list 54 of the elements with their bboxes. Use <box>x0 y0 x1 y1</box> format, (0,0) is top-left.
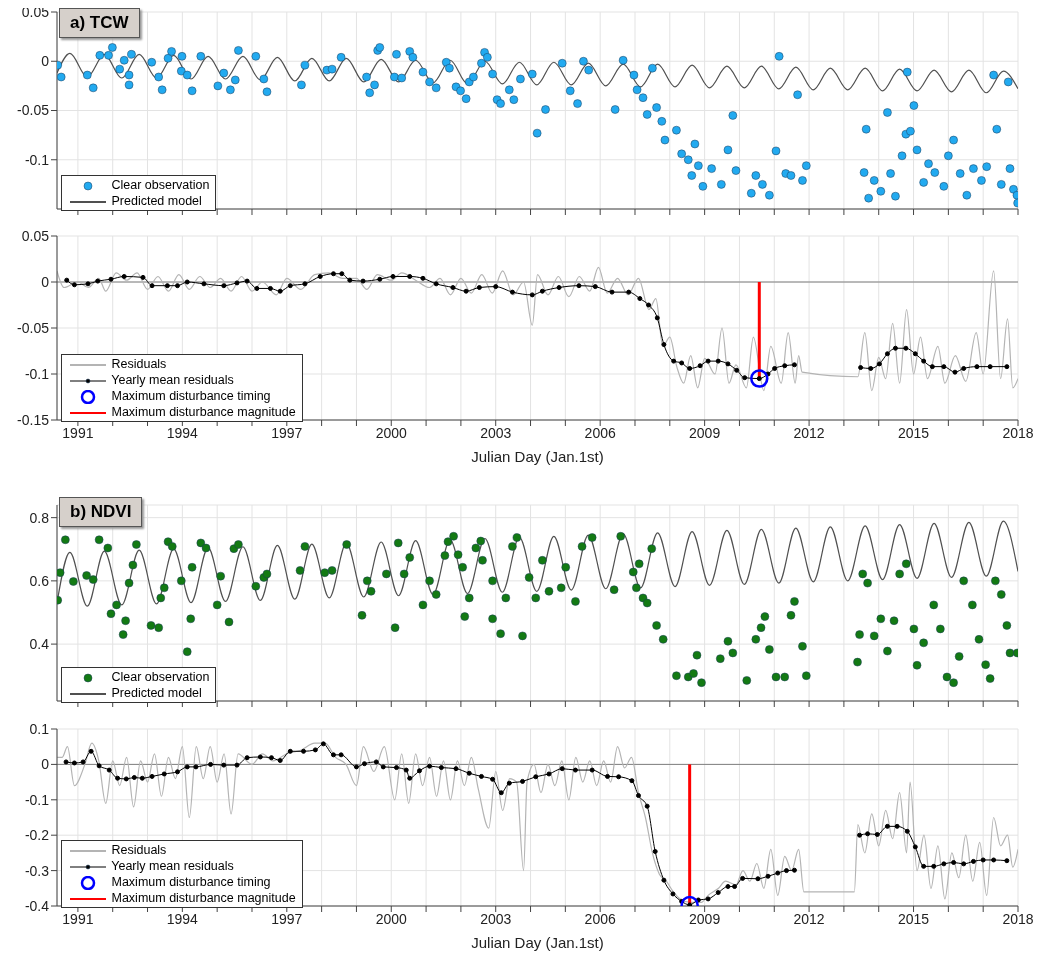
x-tick-label: 1997 <box>271 910 303 927</box>
y-tick-label: 0 <box>41 756 50 773</box>
x-tick-label: 2018 <box>1002 910 1034 927</box>
y-tick-label: -0.1 <box>24 365 50 382</box>
x-tick-label: 2006 <box>584 910 616 927</box>
y-tick-label: -0.05 <box>17 102 50 119</box>
x-tick-label: 2015 <box>897 424 930 441</box>
x-tick-label: 2012 <box>793 424 825 441</box>
y-tick-label: -0.3 <box>24 862 50 879</box>
x-tick-label: 2015 <box>897 910 930 927</box>
y-tick-label: 0 <box>41 273 50 290</box>
y-tick-label: 0 <box>41 53 50 70</box>
y-tick-label: 0.6 <box>29 572 50 589</box>
y-tick-label: -0.4 <box>24 897 50 914</box>
legend-label: Clear observation <box>111 670 210 684</box>
x-tick-label: 2003 <box>480 910 512 927</box>
x-tick-label: 1994 <box>166 424 199 441</box>
legend-label: Predicted model <box>111 194 202 208</box>
y-tick-label: 0.8 <box>29 509 50 526</box>
y-tick-label: -0.2 <box>24 827 50 844</box>
legend-label: Maximum disturbance timing <box>111 389 271 403</box>
legend-label: Maximum disturbance magnitude <box>111 891 296 905</box>
x-tick-label: 2009 <box>689 910 721 927</box>
y-tick-label: 0.05 <box>21 227 50 244</box>
x-tick-label: 2006 <box>584 424 616 441</box>
x-tick-label: 1991 <box>62 424 94 441</box>
chart-title: a) TCW <box>59 8 140 38</box>
legend-label: Residuals <box>111 843 167 857</box>
x-tick-label: 2012 <box>793 910 825 927</box>
x-tick-label: 1997 <box>271 424 303 441</box>
y-tick-label: -0.1 <box>24 791 50 808</box>
legend-label: Maximum disturbance magnitude <box>111 405 296 419</box>
x-axis-title: Julian Day (Jan.1st) <box>471 934 604 951</box>
legend-label: Yearly mean residuals <box>111 373 234 387</box>
legend-label: Clear observation <box>111 178 210 192</box>
y-tick-label: -0.1 <box>24 151 50 168</box>
legend-label: Residuals <box>111 357 167 371</box>
chart-title: b) NDVI <box>59 497 143 527</box>
y-tick-label: -0.15 <box>17 411 50 428</box>
x-tick-label: 2003 <box>480 424 512 441</box>
x-tick-label: 2018 <box>1002 424 1034 441</box>
y-tick-label: 0.05 <box>21 3 50 20</box>
legend-label: Yearly mean residuals <box>111 859 234 873</box>
x-tick-label: 2000 <box>375 424 408 441</box>
x-tick-label: 2000 <box>375 910 408 927</box>
x-tick-label: 1991 <box>62 910 94 927</box>
x-axis-title: Julian Day (Jan.1st) <box>471 448 604 465</box>
y-tick-label: -0.05 <box>17 319 50 336</box>
y-tick-label: 0.1 <box>29 720 50 737</box>
legend-label: Maximum disturbance timing <box>111 875 271 889</box>
y-tick-label: 0.4 <box>29 636 50 653</box>
x-tick-label: 1994 <box>166 910 199 927</box>
legend-label: Predicted model <box>111 686 202 700</box>
x-tick-label: 2009 <box>689 424 721 441</box>
